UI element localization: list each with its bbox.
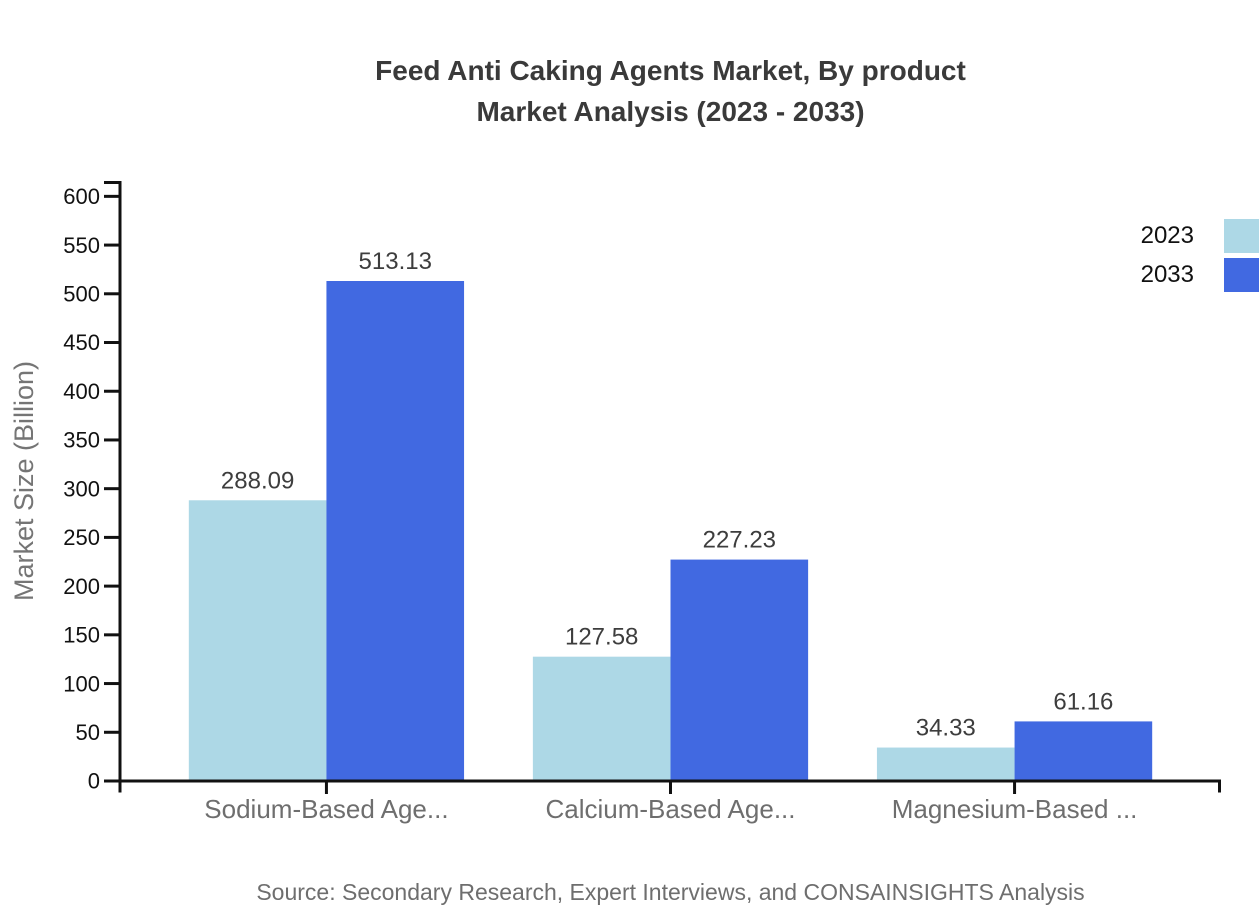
legend: 2023 2033: [1141, 219, 1260, 292]
bar-2023-1: [532, 656, 671, 781]
y-axis-tick-label: 250: [63, 525, 100, 550]
y-axis-tick-label: 450: [63, 330, 100, 355]
legend-label-2033: 2033: [1140, 261, 1194, 288]
legend-label-2023: 2023: [1140, 222, 1194, 249]
bar-value-label: 127.58: [565, 624, 638, 651]
x-category-label: Sodium-Based Age...: [204, 794, 448, 824]
bar-value-label: 513.13: [359, 248, 432, 275]
bar-value-label: 34.33: [916, 715, 976, 742]
legend-swatch-2023: [1224, 219, 1259, 253]
y-axis-tick-label: 600: [63, 184, 100, 209]
x-category-label: Magnesium-Based ...: [892, 794, 1138, 824]
x-category-label: Calcium-Based Age...: [545, 794, 795, 824]
y-axis-tick-label: 0: [88, 769, 100, 794]
y-axis-tick-label: 550: [63, 233, 100, 258]
bar-value-label: 288.09: [221, 467, 294, 494]
bar-2033-1: [670, 559, 809, 781]
y-axis-tick-label: 200: [63, 574, 100, 599]
chart-title: Feed Anti Caking Agents Market, By produ…: [120, 50, 1221, 132]
bar-value-label: 61.16: [1053, 688, 1113, 715]
y-axis-tick-label: 400: [63, 379, 100, 404]
bar-2023-2: [876, 747, 1015, 781]
y-axis-tick-label: 300: [63, 476, 100, 501]
bar-2023-0: [188, 500, 327, 781]
y-axis-tick-label: 100: [63, 671, 100, 696]
y-axis-tick-label: 350: [63, 428, 100, 453]
source-note: Source: Secondary Research, Expert Inter…: [256, 879, 1085, 905]
y-axis-tick-label: 500: [63, 281, 100, 306]
bar-2033-2: [1014, 721, 1153, 781]
legend-item-2023: 2023: [1141, 219, 1260, 253]
legend-item-2033: 2033: [1141, 258, 1260, 292]
y-axis-tick-label: 50: [76, 720, 100, 745]
chart-title-line2: Market Analysis (2023 - 2033): [476, 96, 865, 127]
legend-swatch-2033: [1224, 258, 1259, 292]
y-axis-tick-label: 150: [63, 623, 100, 648]
chart-title-line1: Feed Anti Caking Agents Market, By produ…: [375, 55, 966, 86]
bar-2033-0: [326, 281, 465, 781]
bar-value-label: 227.23: [703, 527, 776, 554]
y-axis-title: Market Size (Billion): [9, 361, 39, 601]
